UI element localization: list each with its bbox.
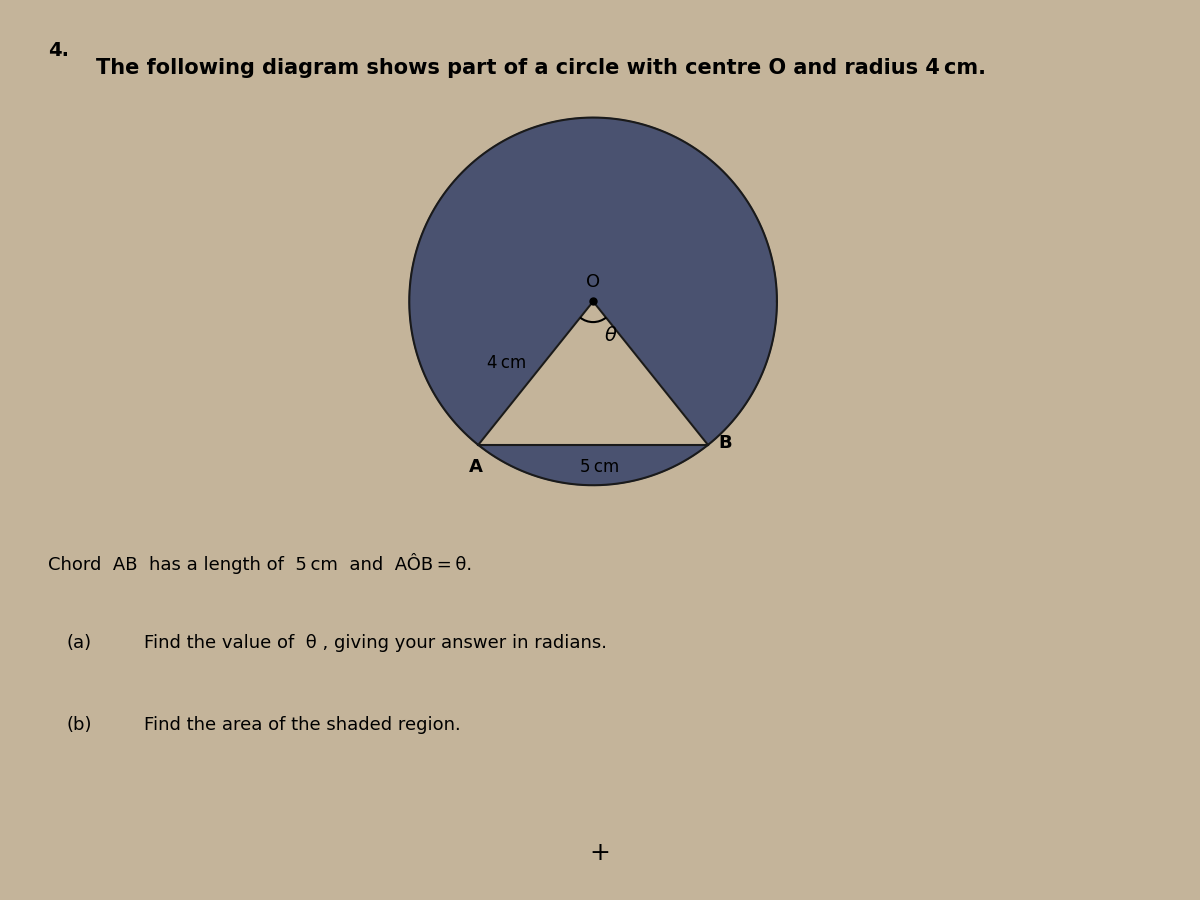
Text: Chord  AB  has a length of  5 cm  and  AÔB = θ.: Chord AB has a length of 5 cm and AÔB = …	[48, 554, 472, 574]
Text: Find the area of the shaded region.: Find the area of the shaded region.	[144, 716, 461, 733]
Text: Find the value of  θ , giving your answer in radians.: Find the value of θ , giving your answer…	[144, 634, 607, 652]
Text: 4 cm: 4 cm	[487, 355, 527, 373]
Text: (b): (b)	[66, 716, 91, 733]
Text: (a): (a)	[66, 634, 91, 652]
Text: A: A	[469, 458, 482, 476]
Text: 4.: 4.	[48, 40, 70, 59]
Text: +: +	[589, 842, 611, 866]
Text: The following diagram shows part of a circle with centre O and radius 4 cm.: The following diagram shows part of a ci…	[96, 58, 986, 78]
Text: B: B	[718, 434, 732, 452]
Text: 5 cm: 5 cm	[581, 458, 619, 476]
Text: O: O	[586, 274, 600, 292]
Polygon shape	[479, 302, 708, 445]
Text: θ: θ	[605, 327, 617, 346]
Polygon shape	[409, 118, 776, 485]
